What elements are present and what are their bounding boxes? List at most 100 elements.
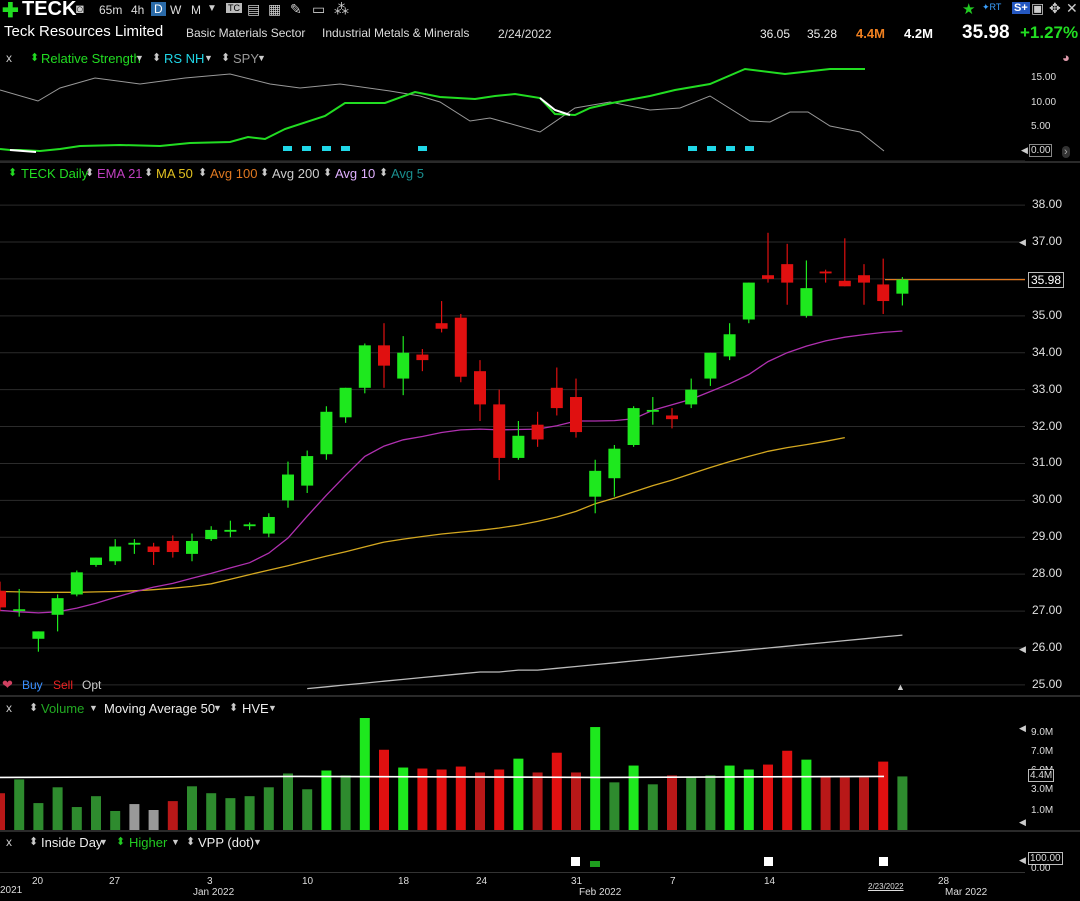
indicator-ema21[interactable]: EMA 21 [97,166,143,181]
interval-4h[interactable]: 4h [131,3,145,17]
rs-nh-dropdown-icon[interactable]: ▼ [204,53,213,63]
interval-m[interactable]: M [191,3,201,17]
higher-label[interactable]: Higher [129,835,168,850]
interval-65m[interactable]: 65m [99,3,123,17]
ind-sort-icon-avg10[interactable]: ⬍ [323,167,333,179]
share-icon[interactable]: ⁂ [334,1,349,18]
volume-bar [647,784,658,830]
volume-bar [801,759,812,830]
move-icon[interactable]: ✥ [1049,0,1061,16]
sell-button[interactable]: Sell [53,678,74,692]
indicator-avg10[interactable]: Avg 10 [335,166,376,181]
higher-dropdown-icon[interactable]: ▼ [171,837,180,847]
inside-day-dropdown-icon[interactable]: ▼ [99,837,108,847]
interval-dropdown-icon[interactable]: ▼ [207,3,217,14]
hve-label[interactable]: HVE [242,701,269,716]
volume-bar [167,801,178,830]
document-icon[interactable]: ▭ [312,1,326,17]
tc-icon[interactable]: TC [226,3,242,13]
rt-icon[interactable]: ✦RT [982,2,1002,12]
x-label: 27 [109,876,121,887]
volume-bar [571,772,581,830]
hve-sort-icon[interactable]: ⬍ [229,702,239,714]
volume-bar [782,750,793,830]
ind-sort-icon-ma50[interactable]: ⬍ [144,167,154,179]
table-icon[interactable]: ▤ [247,1,261,17]
higher-marker [590,861,600,867]
vpp-label[interactable]: VPP (dot) [198,835,255,850]
buy-button[interactable]: Buy [22,678,43,692]
s-plus-icon[interactable]: S+ [1012,2,1030,14]
inside-day-label[interactable]: Inside Day [41,835,103,850]
rs-nh-sort-icon[interactable]: ⬍ [152,52,162,64]
candle-body [186,540,198,554]
price-tick-label: 35.00 [1032,307,1063,322]
change-percent: +1.27% [1020,23,1079,42]
ind-sort-icon-ema21[interactable]: ⬍ [85,167,95,179]
price-chart[interactable] [0,186,1025,694]
grid-icon[interactable]: ▦ [268,1,282,17]
candle-body [378,345,390,366]
star-icon[interactable]: ★ [962,1,976,18]
sector-link[interactable]: Basic Materials Sector [186,26,306,40]
volume-panel-divider[interactable] [0,830,1080,832]
scroll-up-icon[interactable]: ▲ [896,682,905,692]
interval-w[interactable]: W [170,3,182,17]
candle-body [166,540,179,553]
ticker-symbol[interactable]: TECK [22,0,77,20]
add-symbol-icon[interactable]: ✚ [2,0,19,22]
buy-sell-icon[interactable]: ❤ [2,677,13,692]
volume-bar [494,769,505,830]
price-title[interactable]: TECK Daily [21,166,89,181]
volume-ma-dropdown-icon[interactable]: ▼ [213,703,222,713]
volume-close-button[interactable]: x [6,701,12,715]
ind-sort-icon-avg5[interactable]: ⬍ [379,167,389,179]
camera-icon[interactable]: ◙ [76,1,84,16]
rs-sort-icon[interactable]: ⬍ [30,52,40,64]
vol-tick-3m: 3.0M [1031,784,1054,795]
candle-body [147,546,160,553]
vpp-dropdown-icon[interactable]: ▼ [253,837,262,847]
opt-button[interactable]: Opt [82,678,102,692]
interval-d[interactable]: D [151,2,166,16]
volume-title[interactable]: Volume [41,701,85,716]
rs-panel-divider[interactable] [0,161,1080,163]
volume-bar [475,772,485,830]
volume-dropdown-icon[interactable]: ▼ [89,703,98,713]
indicator-avg5[interactable]: Avg 5 [391,166,425,181]
volume-bar [52,787,63,830]
vpp-sort-icon[interactable]: ⬍ [186,836,196,848]
rs-close-button[interactable]: x [6,51,12,65]
close-window-icon[interactable]: ✕ [1066,0,1078,16]
rs-dropdown-icon[interactable]: ▼ [135,53,144,63]
save-icon[interactable]: ▣ [1031,0,1045,16]
volume-bar [897,776,908,830]
rs-title[interactable]: Relative Strength [41,51,141,66]
industry-link[interactable]: Industrial Metals & Minerals [322,26,470,40]
ind-sort-icon-avg200[interactable]: ⬍ [260,167,270,179]
price-panel-header: ⬍ TECK Daily ⬍ EMA 21 ⬍ MA 50 ⬍ Avg 100 … [0,165,1080,185]
volume-sort-icon[interactable]: ⬍ [29,702,39,714]
spy-dropdown-icon[interactable]: ▼ [257,53,266,63]
volume-bar [148,810,159,830]
indicator-avg200[interactable]: Avg 200 [272,166,320,181]
ind-sort-icon-avg100[interactable]: ⬍ [198,167,208,179]
price-panel-divider[interactable] [0,695,1080,697]
day-high: 36.05 [760,27,791,41]
pattern-close-button[interactable]: x [6,835,12,849]
price-sort-icon[interactable]: ⬍ [8,167,18,179]
palette-icon[interactable]: ◕ [1062,50,1070,65]
indicator-avg100[interactable]: Avg 100 [210,166,258,181]
higher-sort-icon[interactable]: ⬍ [116,836,126,848]
spy-sort-icon[interactable]: ⬍ [221,52,231,64]
indicator-ma50[interactable]: MA 50 [156,166,193,181]
hve-dropdown-icon[interactable]: ▼ [268,703,277,713]
spy-label[interactable]: SPY [233,51,260,66]
candle-body [627,408,640,445]
rs-scroll-right-button[interactable]: › [1062,146,1070,158]
quote-header: Teck Resources Limited Basic Materials S… [0,22,1080,46]
volume-ma-label[interactable]: Moving Average 50 [104,701,216,716]
pencil-icon[interactable]: ✎ [290,1,302,17]
rs-nh-label[interactable]: RS NH [164,51,205,66]
inside-day-sort-icon[interactable]: ⬍ [29,836,39,848]
